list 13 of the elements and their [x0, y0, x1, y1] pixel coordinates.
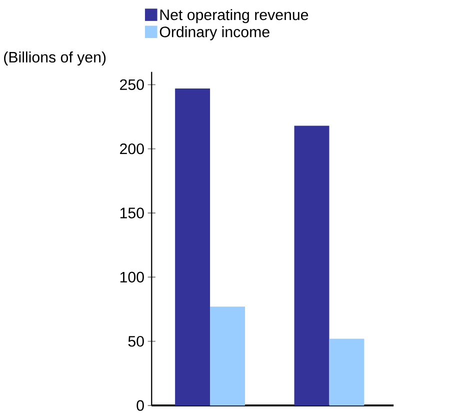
y-tick-label: 100: [120, 272, 144, 283]
bar: [210, 306, 246, 406]
legend-label: Net operating revenue: [160, 9, 308, 24]
y-tick-label: 150: [120, 208, 144, 219]
y-tick-label: 50: [128, 336, 144, 347]
legend-label: Ordinary income: [160, 26, 270, 41]
bar: [294, 126, 330, 406]
bar: [175, 88, 210, 406]
y-tick-label: 200: [120, 144, 144, 154]
y-tick-label: 250: [120, 80, 144, 90]
y-axis-title: (Billions of yen): [4, 52, 106, 66]
bar: [329, 338, 364, 406]
y-tick-label: 0: [136, 400, 144, 412]
